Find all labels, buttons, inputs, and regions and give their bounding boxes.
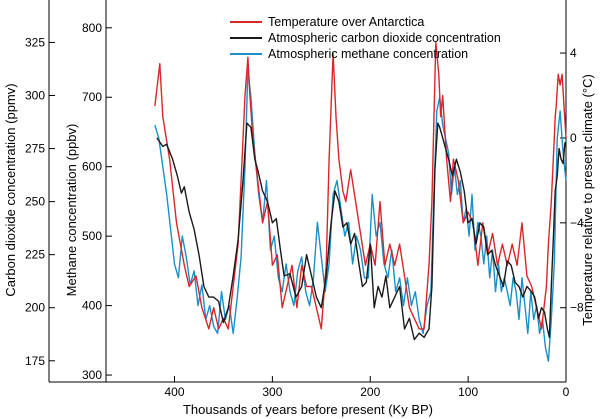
temperature-axis-title: Temperature relative to present climate … bbox=[580, 74, 595, 326]
temperature-tick-label: −4 bbox=[570, 216, 584, 230]
co2-tick-label: 300 bbox=[25, 89, 45, 103]
co2-tick-label: 325 bbox=[25, 35, 45, 49]
x-tick-label: 100 bbox=[458, 385, 478, 399]
co2-tick-label: 250 bbox=[25, 195, 45, 209]
methane-tick-label: 300 bbox=[82, 368, 102, 382]
temperature-tick-label: −8 bbox=[570, 301, 584, 315]
x-tick-label: 200 bbox=[360, 385, 380, 399]
legend-label-co2: Atmospheric carbon dioxide concentration bbox=[268, 31, 501, 45]
axes-layer bbox=[48, 0, 567, 383]
methane-tick-label: 500 bbox=[82, 229, 102, 243]
x-tick-label: 400 bbox=[164, 385, 184, 399]
series-line-co2 bbox=[156, 122, 566, 341]
legend-label-temperature: Temperature over Antarctica bbox=[268, 15, 424, 29]
temperature-tick-label: 4 bbox=[570, 46, 577, 60]
x-tick-label: 300 bbox=[262, 385, 282, 399]
methane-tick-label: 800 bbox=[82, 21, 102, 35]
x-axis-title: Thousands of years before present (Ky BP… bbox=[183, 402, 433, 417]
co2-axis-title: Carbon dioxide concentration (ppmv) bbox=[3, 83, 18, 296]
legend-label-methane: Atmospheric methane concentration bbox=[268, 47, 468, 61]
methane-tick-label: 700 bbox=[82, 90, 102, 104]
methane-tick-label: 400 bbox=[82, 299, 102, 313]
ticks-layer: 400 300 200 100 0 175 200 225 250 275 300 325 300 400… bbox=[25, 21, 584, 399]
temperature-tick-label: 0 bbox=[570, 131, 577, 145]
co2-tick-label: 275 bbox=[25, 142, 45, 156]
methane-axis-title: Methane concentration (ppbv) bbox=[64, 124, 79, 297]
legend: Temperature over Antarctica Atmospheric … bbox=[230, 15, 501, 61]
series-line-temperature bbox=[154, 41, 567, 330]
co2-tick-label: 200 bbox=[25, 301, 45, 315]
x-tick-label: 0 bbox=[563, 385, 570, 399]
series-line-methane bbox=[154, 68, 567, 362]
series-layer bbox=[154, 41, 567, 362]
co2-tick-label: 225 bbox=[25, 248, 45, 262]
co2-tick-label: 175 bbox=[25, 354, 45, 368]
methane-tick-label: 600 bbox=[82, 160, 102, 174]
